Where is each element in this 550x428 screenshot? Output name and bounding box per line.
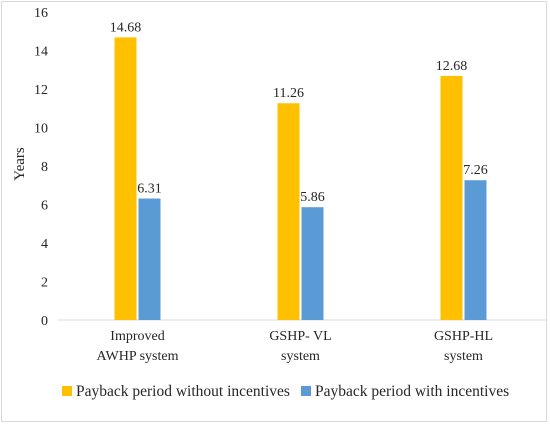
category-label: GSHP- VL <box>269 329 331 344</box>
data-label: 7.26 <box>463 163 488 178</box>
y-axis-ticks: 0 2 4 6 8 10 12 14 16 <box>34 6 48 329</box>
legend: Payback period without incentives Payback… <box>62 383 509 400</box>
bar <box>277 103 300 321</box>
data-label: 5.86 <box>300 190 325 205</box>
bar <box>440 75 463 320</box>
y-tick-label: 12 <box>34 83 48 98</box>
y-tick-label: 4 <box>41 237 48 252</box>
y-tick-label: 10 <box>34 122 48 137</box>
bar <box>301 207 324 320</box>
category-label: system <box>444 349 483 364</box>
category-label: GSHP-HL <box>434 329 493 344</box>
data-label: 12.68 <box>436 59 468 74</box>
data-labels: 14.68 6.31 11.26 5.86 12.68 7.26 <box>110 20 488 205</box>
data-label: 6.31 <box>137 182 162 197</box>
y-tick-label: 16 <box>34 6 48 21</box>
legend-label: Payback period with incentives <box>315 383 509 400</box>
bar <box>138 198 161 320</box>
y-tick-label: 14 <box>34 45 48 60</box>
data-label: 11.26 <box>273 86 304 101</box>
legend-swatch <box>62 386 72 396</box>
data-label: 14.68 <box>110 20 142 35</box>
y-tick-label: 0 <box>41 314 48 329</box>
category-labels: Improved AWHP system GSHP- VL system GSHP-HL… <box>97 329 494 364</box>
legend-label: Payback period without incentives <box>76 383 290 400</box>
y-tick-label: 6 <box>41 199 48 214</box>
chart-area: 0 2 4 6 8 10 12 14 16 Years 14.68 6.31 11.26 5.86 12… <box>1 1 547 422</box>
bar <box>114 37 137 320</box>
legend-swatch <box>301 386 311 396</box>
y-axis-title: Years <box>12 147 28 181</box>
y-tick-label: 8 <box>41 160 48 175</box>
category-label: system <box>281 349 320 364</box>
category-label: AWHP system <box>97 349 179 364</box>
category-label: Improved <box>110 329 164 344</box>
bar-chart: 0 2 4 6 8 10 12 14 16 Years 14.68 6.31 11.26 5.86 12… <box>12 6 547 400</box>
bar <box>464 180 487 320</box>
bars <box>114 37 487 321</box>
y-tick-label: 2 <box>41 276 48 291</box>
